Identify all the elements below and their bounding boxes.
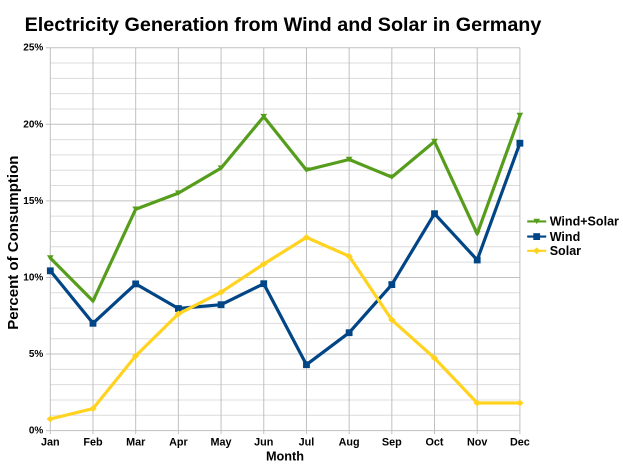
svg-text:5%: 5% [29,349,44,360]
svg-text:Feb: Feb [83,437,103,449]
svg-text:25%: 25% [23,43,43,54]
svg-text:Oct: Oct [426,437,444,449]
svg-text:Nov: Nov [467,437,487,449]
svg-text:Jun: Jun [254,437,273,449]
svg-text:Wind: Wind [550,230,581,244]
svg-text:Percent of Consumption: Percent of Consumption [5,156,22,330]
svg-text:Wind+Solar: Wind+Solar [550,215,619,229]
svg-text:Solar: Solar [550,244,581,258]
svg-text:10%: 10% [23,272,43,283]
svg-text:Dec: Dec [510,437,530,449]
svg-text:Aug: Aug [339,437,360,449]
svg-text:Jan: Jan [41,437,60,449]
svg-text:20%: 20% [23,119,43,130]
svg-text:Month: Month [266,450,304,464]
svg-text:May: May [211,437,232,449]
svg-text:Jul: Jul [299,437,315,449]
svg-text:Mar: Mar [126,437,146,449]
svg-text:Sep: Sep [382,437,402,449]
svg-text:Apr: Apr [169,437,188,449]
svg-text:Electricity Generation from Wi: Electricity Generation from Wind and Sol… [25,14,542,36]
svg-text:15%: 15% [23,196,43,207]
svg-text:0%: 0% [29,426,44,437]
